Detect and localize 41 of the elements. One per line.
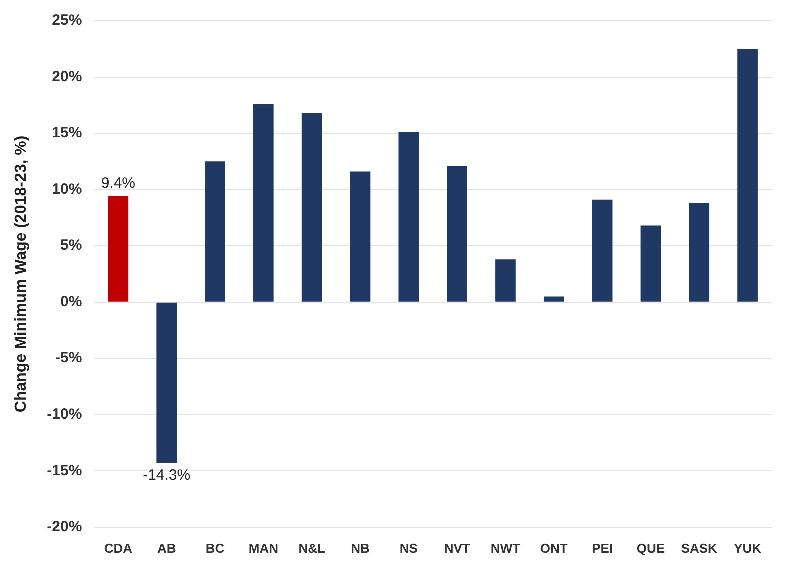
bar [544,296,564,302]
y-tick-label: 5% [60,237,82,254]
x-tick-label: CDA [104,540,134,556]
y-tick-label: 10% [52,180,82,198]
bar [398,132,420,302]
x-tick-label: AB [157,540,176,556]
bar [253,104,274,302]
bar [738,49,758,302]
bar [640,226,662,302]
y-tick-label: 15% [52,124,82,142]
x-tick-label: YUK [734,540,762,556]
x-tick-label: SASK [681,540,718,556]
bar [447,166,468,302]
y-tick-label: 25% [52,12,82,30]
data-label: -14.3% [143,466,191,484]
data-label: 9.4% [101,175,136,192]
bar [496,260,516,302]
bar [205,162,226,302]
bar [689,203,710,302]
y-tick-label: -20% [47,518,82,536]
bar [302,113,322,302]
x-tick-label: ONT [540,540,568,556]
x-tick-label: NWT [490,540,521,556]
y-tick-label: 20% [52,68,82,86]
x-tick-label: NS [400,540,418,556]
y-tick-label: -5% [56,350,82,367]
x-tick-label: N&L [298,540,326,556]
x-tick-label: PEI [592,540,614,556]
x-tick-label: BC [206,540,226,556]
bar [108,196,129,302]
bar [350,172,371,302]
x-tick-label: NB [351,540,370,556]
bar [156,302,178,464]
y-tick-label: -15% [47,462,82,480]
x-tick-label: QUE [636,540,666,556]
x-tick-label: MAN [248,540,278,556]
x-tick-label: NVT [444,540,470,556]
bar [592,200,613,302]
y-tick-label: 0% [60,293,82,310]
y-axis-title: Change Minimum Wage (2018-23, %) [13,136,30,413]
y-tick-label: -10% [47,406,82,424]
